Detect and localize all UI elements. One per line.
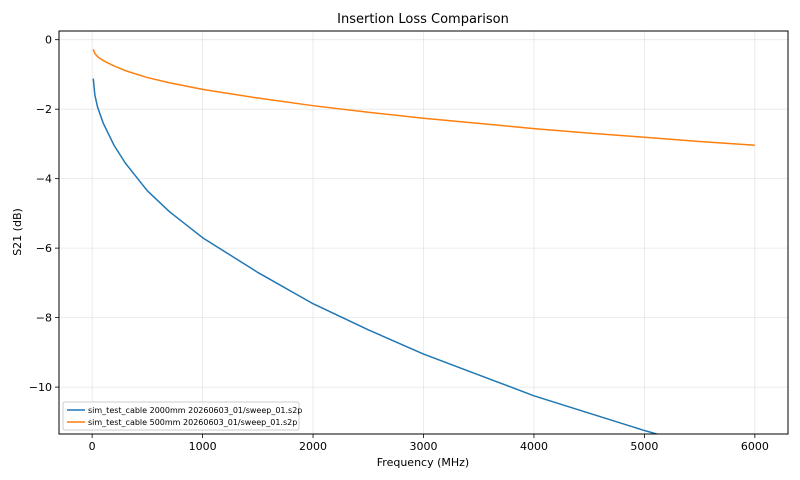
x-tick-label: 1000 [189,440,217,453]
x-axis-ticks: 0 1000 2000 3000 4000 5000 6000 [89,434,769,453]
chart-title: Insertion Loss Comparison [337,12,509,27]
x-axis-label: Frequency (MHz) [377,456,469,469]
y-axis-label: S21 (dB) [11,208,24,256]
x-tick-label: 3000 [410,440,438,453]
series-line-0 [92,78,660,434]
y-axis-ticks: 0 −2 −4 −6 −8 −10 [29,34,59,394]
x-gridlines [91,31,756,434]
series-line-1 [92,49,755,147]
legend-box [62,401,300,431]
legend-label-2000mm: sim_test_cable 2000mm 20260603_01/sweep_… [88,406,302,415]
y-gridlines [59,39,788,388]
x-tick-label: 5000 [630,440,658,453]
y-tick-label: −10 [29,381,52,394]
y-tick-label: −8 [36,312,52,325]
legend: sim_test_cable 2000mm 20260603_01/sweep_… [62,401,302,431]
y-tick-label: −2 [36,103,52,116]
y-tick-label: 0 [45,34,52,47]
x-tick-label: 0 [89,440,96,453]
x-tick-label: 4000 [520,440,548,453]
y-tick-label: −6 [36,242,52,255]
series-layer [92,49,755,434]
y-tick-label: −4 [36,173,52,186]
legend-label-500mm: sim_test_cable 500mm 20260603_01/sweep_0… [88,418,297,427]
x-tick-label: 6000 [741,440,769,453]
x-tick-label: 2000 [299,440,327,453]
